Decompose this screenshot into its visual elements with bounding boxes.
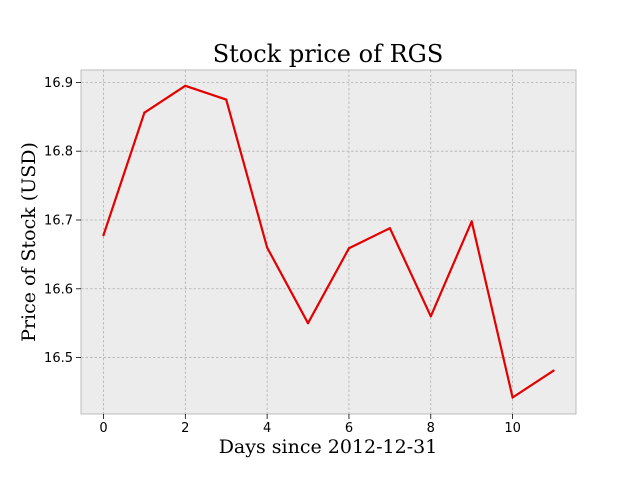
data-point [511,396,514,399]
data-point [266,246,269,249]
x-tick-label: 2 [181,421,189,436]
x-axis-ticks: 0 2 4 6 8 10 [99,414,521,436]
data-point [102,234,105,237]
data-point [143,111,146,114]
data-point [429,315,432,318]
data-point [306,322,310,325]
data-point [347,247,351,250]
data-point [225,98,228,101]
y-axis-label: Price of Stock (USD) [18,142,40,342]
data-point [184,84,187,87]
y-tick-label: 16.9 [44,76,73,91]
y-tick-label: 16.6 [44,282,73,297]
y-axis-ticks: 16.5 16.6 16.7 16.8 16.9 [44,76,81,366]
data-point [388,227,391,230]
y-tick-label: 16.8 [44,145,73,160]
series-line [102,84,555,399]
grid [81,70,576,414]
data-point [470,220,473,223]
y-tick-label: 16.7 [44,213,73,228]
plot-frame [80,69,577,415]
data-point [552,369,555,372]
y-tick-label: 16.5 [44,351,73,366]
x-tick-label: 10 [504,421,521,436]
x-tick-label: 4 [263,421,271,436]
plot-background [81,70,576,414]
x-tick-label: 6 [345,421,353,436]
x-axis-label: Days since 2012-12-31 [219,436,438,458]
chart-title: Stock price of RGS [213,40,444,68]
series-group [102,84,555,399]
x-tick-label: 8 [427,421,435,436]
x-tick-label: 0 [99,421,107,436]
